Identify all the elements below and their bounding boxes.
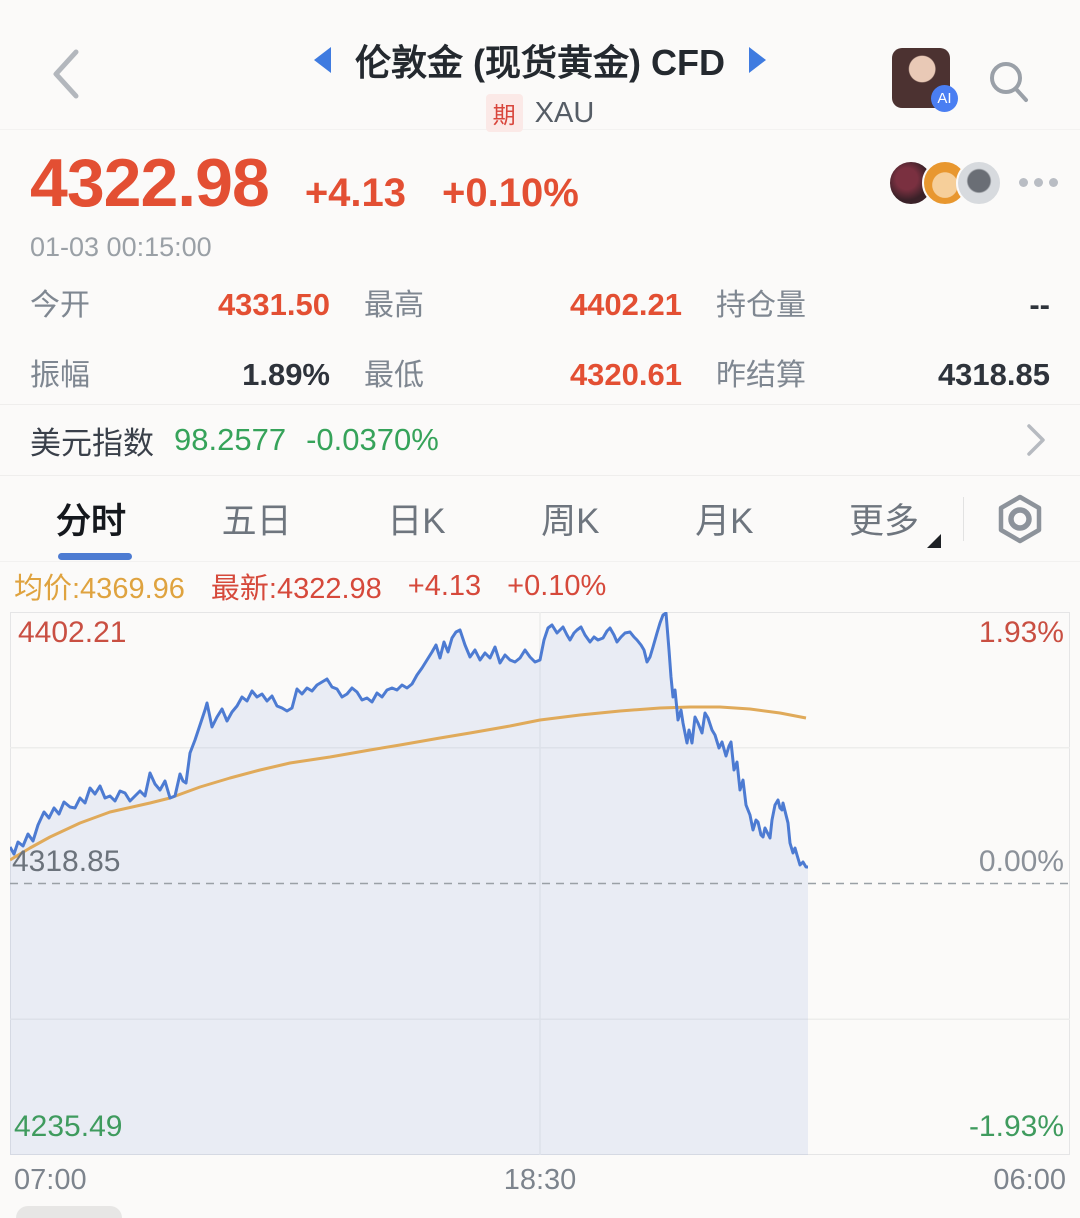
next-instrument-arrow-icon[interactable] (748, 47, 766, 73)
intraday-chart-svg (10, 612, 1070, 1155)
tab-more[interactable]: 更多 (849, 475, 942, 562)
tab-intraday[interactable]: 分时 (56, 475, 133, 562)
stat-low: 最低 4320.61 (364, 357, 682, 392)
price-line (10, 612, 808, 869)
chart-legend: 均价:4369.96 最新:4322.98 +4.13 +0.10% (0, 562, 1080, 610)
page-title: 伦敦金 (现货黄金) CFD (355, 42, 725, 83)
y-label-high-pct: 1.93% (978, 616, 1064, 649)
stat-high: 最高 4402.21 (364, 287, 682, 322)
legend-change: +4.13 (407, 569, 482, 602)
y-label-high: 4402.21 (18, 616, 127, 649)
y-label-low: 4235.49 (14, 1110, 123, 1143)
header: 伦敦金 (现货黄金) CFD 期 XAU AI (0, 0, 1080, 132)
divider (963, 496, 965, 541)
futures-type-badge: 期 (485, 94, 523, 132)
price-change-percent: +0.10% (442, 171, 579, 215)
assistant-avatar[interactable]: AI (892, 48, 958, 112)
community-avatars[interactable] (888, 160, 1002, 206)
x-tick-start: 07:00 (14, 1163, 87, 1196)
tab-daily-k[interactable]: 日K (387, 502, 446, 541)
ai-badge: AI (931, 85, 958, 112)
legend-latest: 最新:4322.98 (210, 573, 382, 605)
chevron-right-icon (1027, 424, 1045, 456)
search-icon[interactable] (986, 58, 1032, 106)
usd-index-label: 美元指数 (30, 425, 154, 461)
y-label-prev-settle: 4318.85 (12, 845, 121, 878)
usd-index-value: 98.2577 (174, 422, 287, 457)
price-change: +4.13 (304, 171, 407, 215)
stat-open-interest: 持仓量 -- (716, 287, 1050, 322)
legend-change-percent: +0.10% (507, 569, 607, 602)
avatar[interactable] (956, 160, 1002, 206)
usd-index-change: -0.0370% (306, 422, 439, 457)
stat-open: 今开 4331.50 (30, 287, 330, 322)
quote-section: 4322.98 +4.13 +0.10% 01-03 00:15:00 (0, 130, 1080, 262)
quote-timestamp: 01-03 00:15:00 (30, 232, 212, 262)
x-tick-end: 06:00 (993, 1163, 1066, 1196)
last-price: 4322.98 (30, 145, 270, 221)
prev-instrument-arrow-icon[interactable] (314, 47, 332, 73)
legend-average: 均价:4369.96 (14, 573, 185, 605)
stat-amplitude: 振幅 1.89% (30, 357, 330, 392)
stat-prev-settle: 昨结算 4318.85 (716, 357, 1050, 392)
x-axis: 07:00 18:30 06:00 (0, 1158, 1080, 1202)
average-line (10, 705, 807, 862)
chart-period-tabs: 分时 五日 日K 周K 月K 更多 (0, 476, 1080, 562)
symbol-code: XAU (534, 96, 595, 129)
more-icon[interactable] (1019, 178, 1058, 187)
settings-icon[interactable] (994, 491, 1046, 547)
caret-icon (927, 534, 942, 548)
usd-index-row[interactable]: 美元指数 98.2577 -0.0370% (0, 404, 1080, 476)
y-label-zero-pct: 0.00% (978, 845, 1064, 878)
back-icon[interactable] (44, 46, 88, 102)
y-label-low-pct: -1.93% (968, 1110, 1064, 1143)
tab-monthly-k[interactable]: 月K (695, 502, 754, 541)
stats-grid: 今开 4331.50 最高 4402.21 持仓量 -- 振幅 1.89% 最低… (0, 262, 1080, 404)
tab-weekly-k[interactable]: 周K (541, 502, 600, 541)
bottom-button-partial[interactable] (16, 1206, 122, 1218)
tab-5day[interactable]: 五日 (221, 502, 292, 541)
intraday-chart[interactable]: 4402.21 1.93% 4318.85 0.00% 4235.49 -1.9… (0, 610, 1080, 1158)
x-tick-middle: 18:30 (503, 1163, 577, 1196)
